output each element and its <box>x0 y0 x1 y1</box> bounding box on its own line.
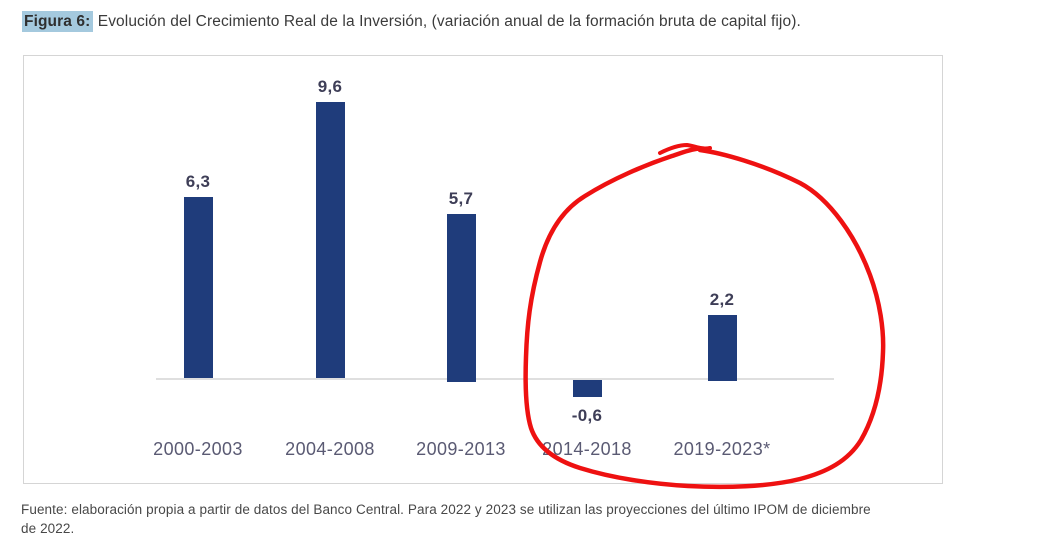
figure-label: Figura 6: <box>22 11 94 32</box>
figure-title: Evolución del Crecimiento Real de la Inv… <box>93 13 801 30</box>
bar-2004-2008 <box>315 102 345 378</box>
bar-value-label: 2,2 <box>709 290 735 309</box>
source-note-line1: Fuente: elaboración propia a partir de d… <box>21 502 871 517</box>
chart-container: 6,3 2000-2003 9,6 2004-2008 5,7 2009-2013 -0,6… <box>23 55 943 484</box>
bar-value-label: 6,3 <box>185 172 211 191</box>
bar-value-label: 5,7 <box>448 189 474 208</box>
chart-plot: 6,3 2000-2003 9,6 2004-2008 5,7 2009-2013 -0,6… <box>24 56 942 483</box>
figure-caption: Figura 6: Evolución del Crecimiento Real… <box>22 11 801 32</box>
category-label: 2004-2008 <box>285 439 375 459</box>
category-label: 2019-2023* <box>673 439 771 459</box>
bar-2019-2023* <box>707 315 737 381</box>
source-note: Fuente: elaboración propia a partir de d… <box>21 501 981 538</box>
bar-value-label: -0,6 <box>571 406 603 425</box>
source-note-line2: de 2022. <box>21 520 75 536</box>
bar-2014-2018 <box>572 380 602 397</box>
x-axis-line <box>156 378 834 380</box>
category-label: 2000-2003 <box>153 439 243 459</box>
bar-value-label: 9,6 <box>317 77 343 96</box>
category-label: 2009-2013 <box>416 439 506 459</box>
bar-2000-2003 <box>183 197 213 378</box>
category-label: 2014-2018 <box>542 439 632 459</box>
bar-2009-2013 <box>446 214 476 382</box>
